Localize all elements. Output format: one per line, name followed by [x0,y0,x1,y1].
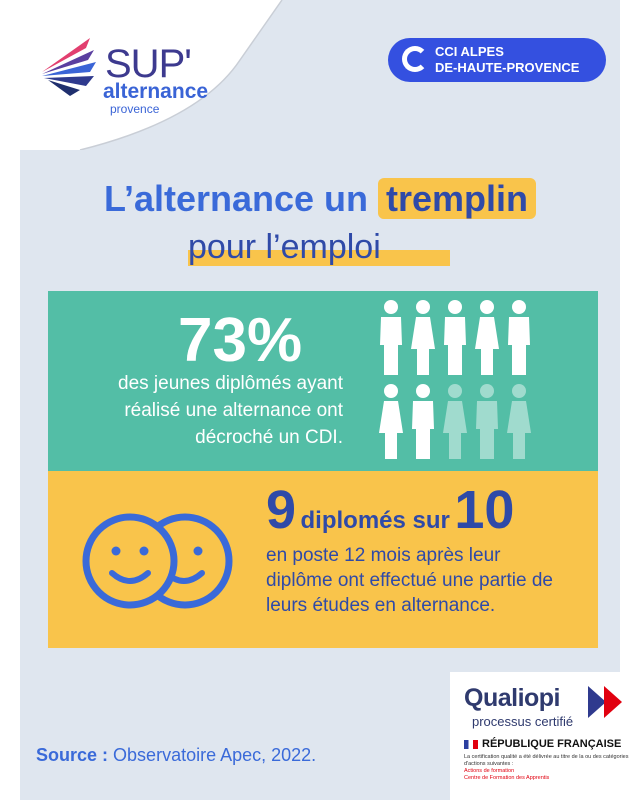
qualiopi-note: La certification qualité a été délivrée … [464,754,634,782]
stat2-text-line: diplôme ont effectué une partie de [266,570,553,591]
qualiopi-arrows-icon [588,686,622,718]
stat1-value: 73% [178,306,303,375]
french-flag-icon [464,739,478,749]
person-icon [476,384,498,459]
stat2-text-line: en poste 12 mois après leur [266,545,501,566]
cci-line1: CCI ALPES [435,44,504,59]
stat2-num1: 9 [266,480,297,540]
source-label: Source : [36,745,109,765]
stat1-text-line: des jeunes diplômés ayant [118,373,343,394]
stat1-text: des jeunes diplômés ayant réalisé une al… [48,370,343,451]
cci-badge: CCI ALPES DE-HAUTE-PROVENCE [388,38,606,82]
stat1-text-line: décroché un CDI. [195,427,343,448]
source-text: Observatoire Apec, 2022. [113,745,317,765]
stat2-text: en poste 12 mois après leur diplôme ont … [266,543,596,618]
republique-text: RÉPUBLIQUE FRANÇAISE [482,738,622,750]
qualiopi-title: Qualiopi [464,684,561,712]
qualiopi-subtitle: processus certifié [472,714,574,729]
qualiopi-action: Actions de formation [464,768,515,774]
person-icon [380,300,402,375]
stat2-num2: 10 [454,480,515,540]
people-pictogram [379,300,531,459]
qualiopi-action: Centre de Formation des Apprentis [464,775,550,781]
headline-line2: pour l’emploi [188,228,381,266]
qualiopi-block: Qualiopi processus certifié RÉPUBLIQUE F… [450,672,640,800]
person-icon [411,300,435,375]
person-icon [444,300,466,375]
smiley-faces-icon [82,513,233,609]
stat2-value: 9 diplomés sur 10 [266,479,514,541]
qualiopi-note-text: La certification qualité a été délivrée … [464,754,629,767]
headline-underline [188,250,450,266]
cci-line2: DE-HAUTE-PROVENCE [435,60,580,75]
person-icon [412,384,434,459]
source-line: Source : Observatoire Apec, 2022. [36,745,316,766]
cci-logo-icon [402,46,428,72]
person-icon [508,300,530,375]
headline-part1: L’alternance un [103,178,379,219]
person-icon [379,384,403,459]
stat1-panel: 73% des jeunes diplômés ayant réalisé un… [48,291,598,471]
republique-line: RÉPUBLIQUE FRANÇAISE [464,738,621,750]
headline-highlight: tremplin [378,178,537,219]
person-icon [507,384,531,459]
stat2-panel: 9 diplomés sur 10 en poste 12 mois après… [48,471,598,648]
logo-alternance-text: alternance [103,80,209,103]
stat2-text-line: leurs études en alternance. [266,595,496,616]
person-icon [443,384,467,459]
person-icon [475,300,499,375]
headline: L’alternance un tremplin [0,178,640,220]
logo-provence-text: provence [110,102,160,116]
stat2-words: diplomés sur [300,507,450,534]
stat1-text-line: réalisé une alternance ont [124,400,343,421]
header-corner [0,0,283,150]
sup-logo-icon [42,38,96,96]
logo-sup-text: SUP' [105,42,192,86]
cci-badge-text: CCI ALPES DE-HAUTE-PROVENCE [435,44,579,76]
